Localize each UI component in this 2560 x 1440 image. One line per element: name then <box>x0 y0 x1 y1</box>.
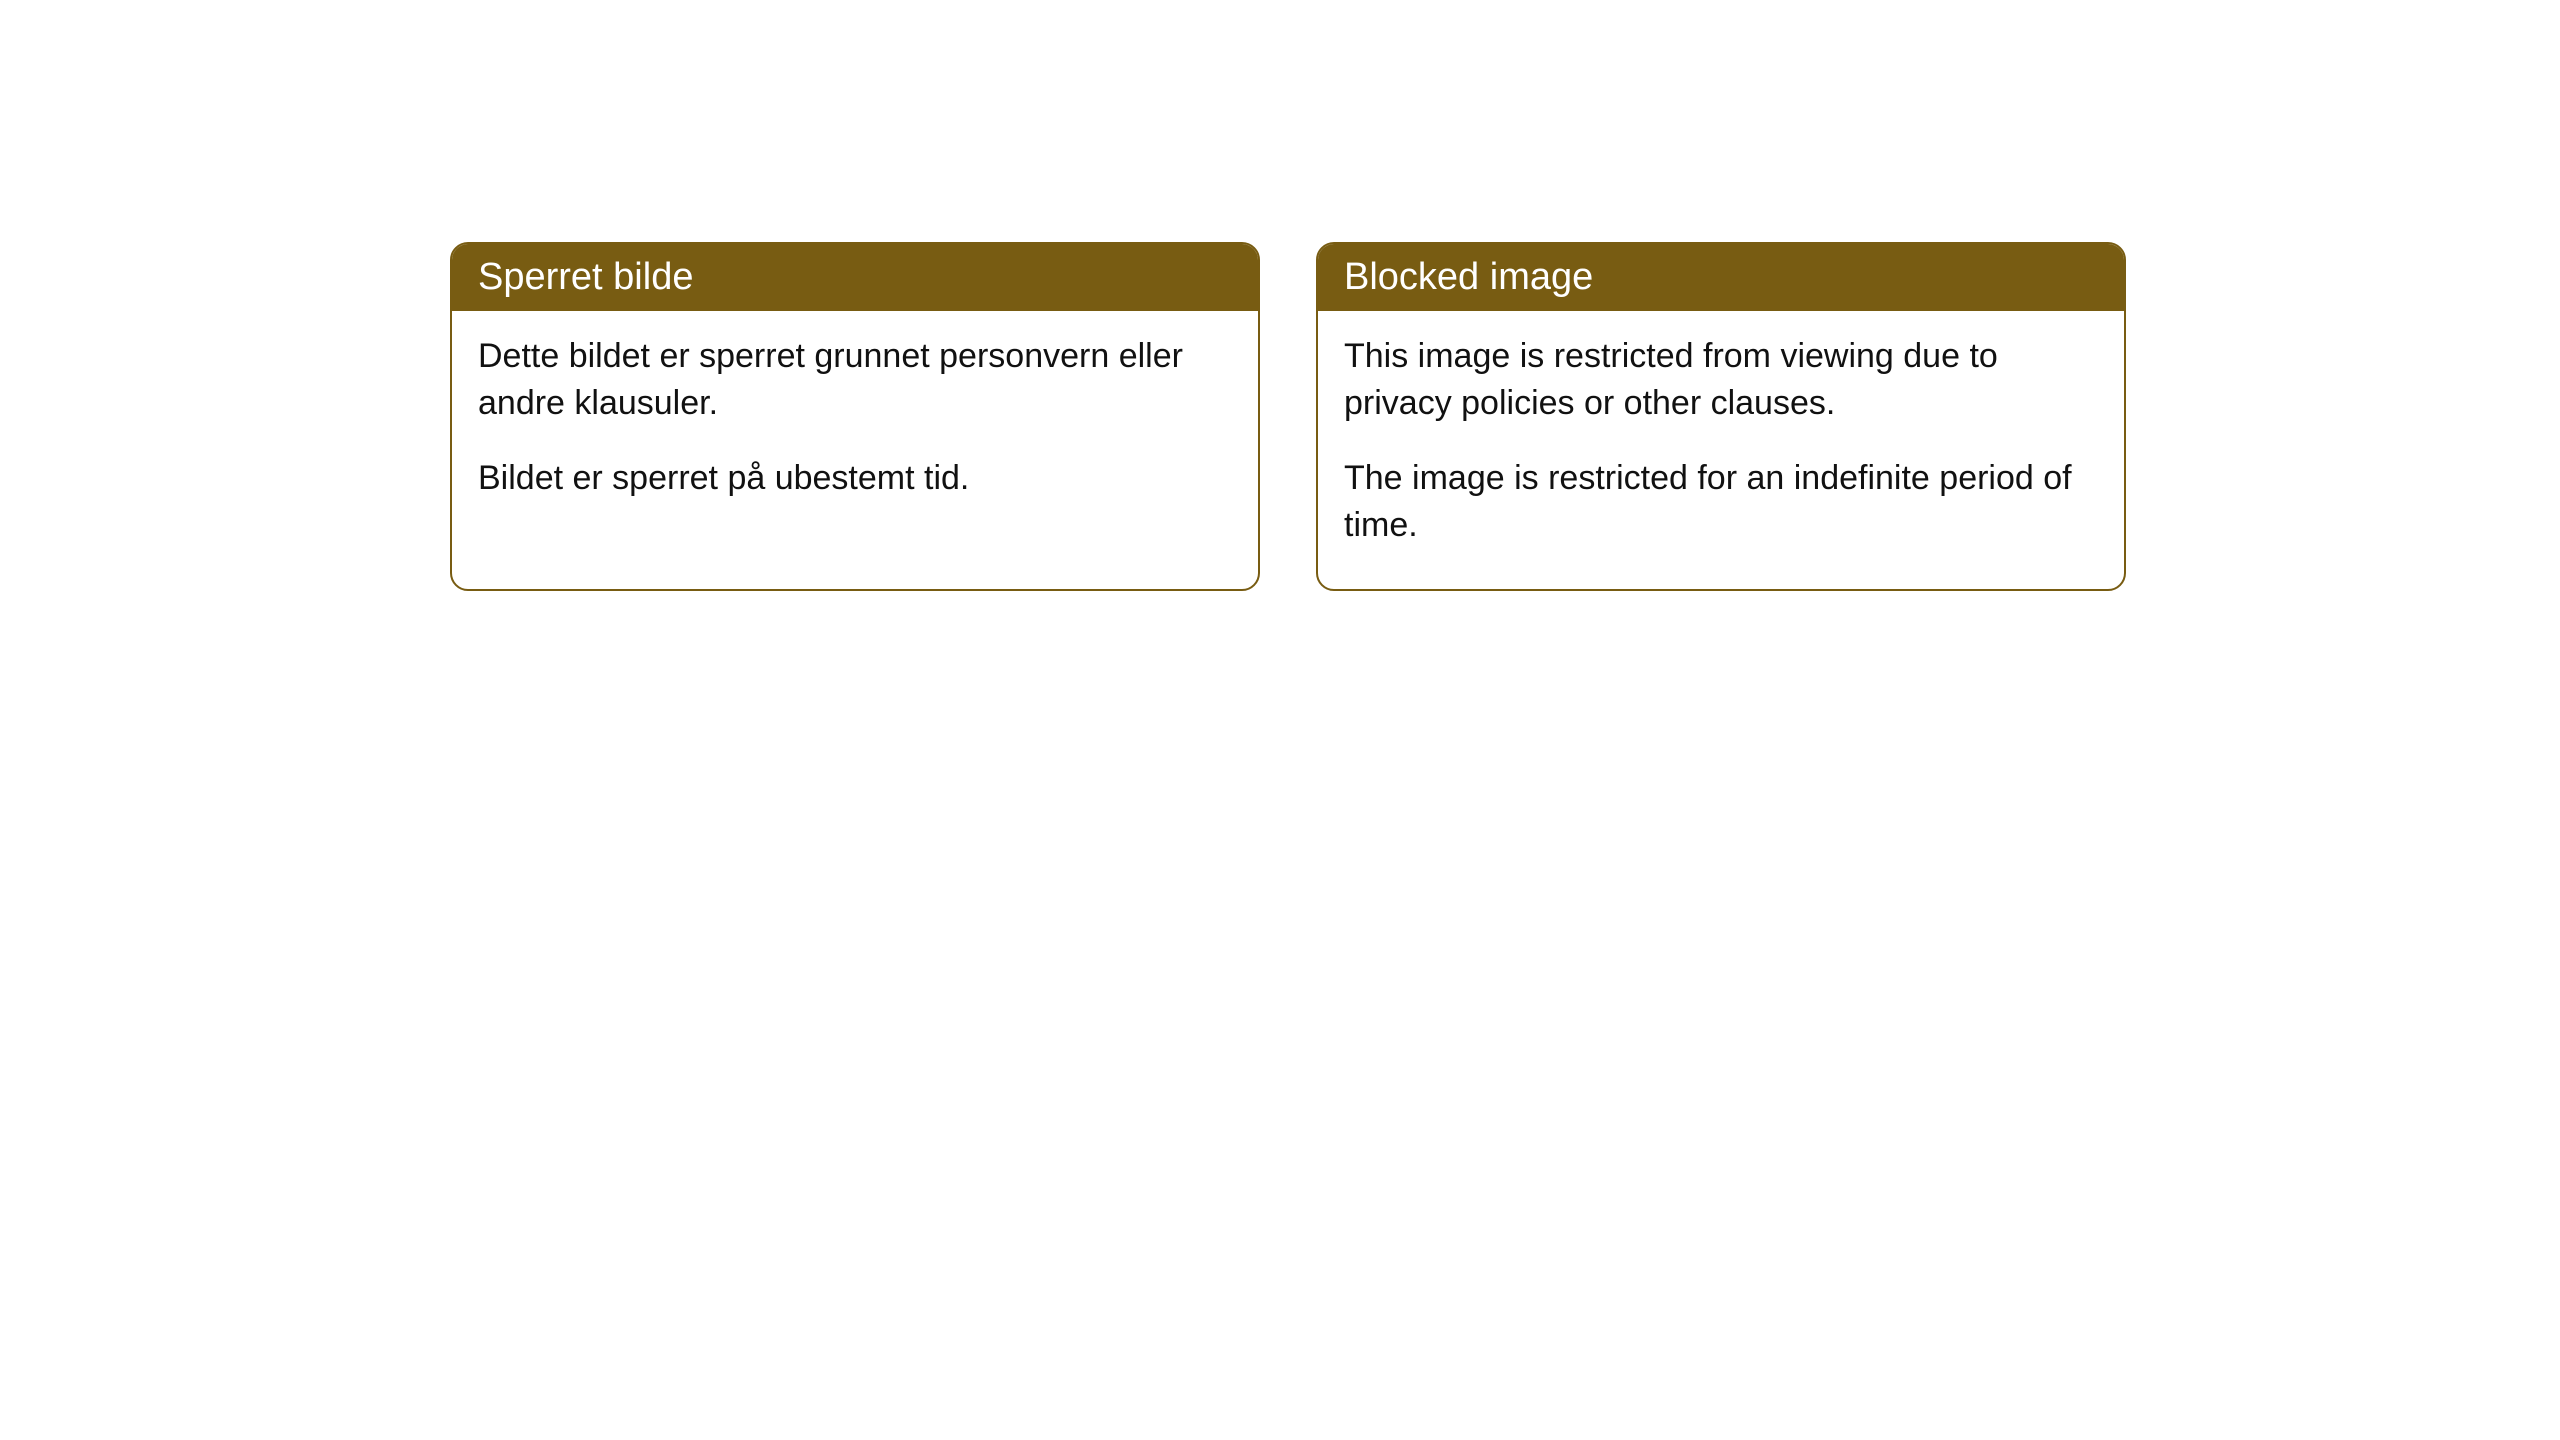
card-header: Blocked image <box>1318 244 2124 311</box>
card-title: Blocked image <box>1344 256 1593 298</box>
notice-card-english: Blocked image This image is restricted f… <box>1316 242 2126 591</box>
card-header: Sperret bilde <box>452 244 1258 311</box>
card-body: Dette bildet er sperret grunnet personve… <box>452 311 1258 542</box>
card-body: This image is restricted from viewing du… <box>1318 311 2124 589</box>
card-title: Sperret bilde <box>478 256 693 298</box>
card-paragraph: The image is restricted for an indefinit… <box>1344 455 2098 549</box>
card-paragraph: Dette bildet er sperret grunnet personve… <box>478 333 1232 427</box>
notice-cards-container: Sperret bilde Dette bildet er sperret gr… <box>450 242 2126 591</box>
notice-card-norwegian: Sperret bilde Dette bildet er sperret gr… <box>450 242 1260 591</box>
card-paragraph: This image is restricted from viewing du… <box>1344 333 2098 427</box>
card-paragraph: Bildet er sperret på ubestemt tid. <box>478 455 1232 502</box>
